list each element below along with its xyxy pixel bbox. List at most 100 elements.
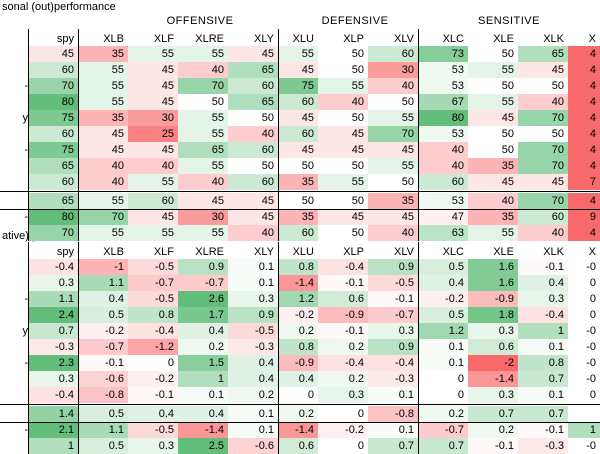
table-cell[interactable]: -0 — [568, 259, 600, 275]
table-cell[interactable]: 45 — [178, 193, 228, 209]
table-cell[interactable]: 55 — [178, 46, 228, 62]
table-cell[interactable]: 60 — [228, 142, 278, 158]
column-header-xlre[interactable]: XLRE — [195, 33, 224, 45]
table-cell[interactable]: -0.1 — [518, 422, 568, 438]
table-cell[interactable]: 40 — [518, 94, 568, 110]
table-cell[interactable]: 0.2 — [468, 422, 518, 438]
column-header-xly[interactable]: XLY — [254, 33, 274, 45]
table-cell[interactable]: -0.4 — [28, 259, 78, 275]
table-cell[interactable]: 30 — [178, 209, 228, 225]
table-cell[interactable]: -0.1 — [78, 355, 128, 371]
table-cell[interactable]: -0.3 — [368, 371, 418, 387]
table-cell[interactable]: -1.4 — [278, 422, 318, 438]
column-header-spy[interactable]: spy — [56, 33, 74, 45]
table-cell[interactable] — [568, 406, 600, 422]
table-cell[interactable]: 35 — [468, 209, 518, 225]
table-cell[interactable]: 4 — [568, 225, 600, 241]
table-cell[interactable]: 0.4 — [78, 291, 128, 307]
table-cell[interactable]: 0.2 — [278, 406, 318, 422]
table-cell[interactable]: 0.9 — [368, 259, 418, 275]
table-cell[interactable]: 40 — [78, 158, 128, 174]
table-cell[interactable]: 40 — [318, 94, 368, 110]
table-cell[interactable]: 0.1 — [178, 387, 228, 403]
table-cell[interactable]: -0 — [568, 371, 600, 387]
table-cell[interactable]: 53 — [418, 193, 468, 209]
column-header-xlv[interactable]: XLV — [394, 246, 414, 258]
table-cell[interactable]: 45 — [278, 110, 318, 126]
table-cell[interactable]: 70 — [28, 225, 78, 241]
table-cell[interactable]: 45 — [78, 142, 128, 158]
table-cell[interactable]: 60 — [228, 78, 278, 94]
table-cell[interactable]: 0.3 — [28, 371, 78, 387]
table-cell[interactable]: -0.7 — [128, 275, 178, 291]
table-cell[interactable]: 45 — [28, 46, 78, 62]
table-cell[interactable]: 0.1 — [368, 422, 418, 438]
table-cell[interactable]: 80 — [28, 94, 78, 110]
table-cell[interactable]: 0.7 — [418, 438, 468, 454]
table-cell[interactable]: 55 — [468, 62, 518, 78]
table-cell[interactable]: -0.5 — [128, 291, 178, 307]
table-cell[interactable]: 0.1 — [368, 387, 418, 403]
table-cell[interactable]: -0.2 — [418, 291, 468, 307]
table-cell[interactable]: 0.8 — [128, 307, 178, 323]
table-cell[interactable]: 60 — [128, 193, 178, 209]
table-cell[interactable]: 45 — [228, 46, 278, 62]
table-cell[interactable]: 0 — [568, 291, 600, 307]
table-cell[interactable]: -0.2 — [128, 371, 178, 387]
table-cell[interactable]: 0.2 — [178, 339, 228, 355]
table-cell[interactable]: 73 — [418, 46, 468, 62]
column-header-xlk[interactable]: XLK — [543, 33, 564, 45]
table-cell[interactable]: 55 — [318, 78, 368, 94]
table-cell[interactable]: 70 — [28, 78, 78, 94]
table-cell[interactable]: 50 — [318, 46, 368, 62]
table-cell[interactable]: 4 — [568, 126, 600, 142]
table-cell[interactable]: -1.4 — [278, 275, 318, 291]
table-cell[interactable]: 55 — [468, 225, 518, 241]
table-cell[interactable]: 0 — [128, 355, 178, 371]
table-cell[interactable]: 0 — [568, 275, 600, 291]
table-cell[interactable]: -0.6 — [78, 371, 128, 387]
table-cell[interactable]: 0.3 — [468, 387, 518, 403]
table-cell[interactable]: 0.3 — [318, 387, 368, 403]
table-cell[interactable]: 1.2 — [418, 323, 468, 339]
table-cell[interactable]: 70 — [518, 158, 568, 174]
table-cell[interactable]: 40 — [178, 62, 228, 78]
table-cell[interactable]: 50 — [178, 94, 228, 110]
table-cell[interactable]: 0 — [278, 387, 318, 403]
table-cell[interactable]: -0.4 — [28, 387, 78, 403]
table-cell[interactable]: 50 — [518, 78, 568, 94]
table-cell[interactable]: 40 — [518, 225, 568, 241]
table-cell[interactable]: 45 — [228, 193, 278, 209]
table-cell[interactable]: -0 — [568, 323, 600, 339]
table-cell[interactable]: 55 — [78, 62, 128, 78]
table-cell[interactable]: 45 — [318, 142, 368, 158]
table-cell[interactable]: 50 — [368, 94, 418, 110]
table-cell[interactable]: 60 — [228, 174, 278, 190]
table-cell[interactable]: 65 — [228, 94, 278, 110]
table-cell[interactable]: 40 — [468, 193, 518, 209]
table-cell[interactable]: 0.7 — [518, 371, 568, 387]
table-cell[interactable]: 80 — [418, 110, 468, 126]
table-cell[interactable]: 0.3 — [128, 438, 178, 454]
table-cell[interactable]: 4 — [568, 193, 600, 209]
table-cell[interactable]: 0 — [318, 406, 368, 422]
table-cell[interactable]: 65 — [28, 193, 78, 209]
table-cell[interactable]: 4 — [568, 110, 600, 126]
table-cell[interactable]: 0.5 — [78, 438, 128, 454]
table-cell[interactable]: 40 — [228, 126, 278, 142]
table-cell[interactable]: 45 — [128, 78, 178, 94]
table-cell[interactable]: 0.2 — [418, 406, 468, 422]
table-cell[interactable]: 0.1 — [418, 355, 468, 371]
table-cell[interactable]: 1.8 — [468, 307, 518, 323]
table-cell[interactable]: 0.4 — [418, 275, 468, 291]
table-cell[interactable]: 0.5 — [418, 307, 468, 323]
table-cell[interactable]: -1 — [78, 259, 128, 275]
table-cell[interactable]: 53 — [418, 78, 468, 94]
table-cell[interactable]: 55 — [368, 110, 418, 126]
table-cell[interactable]: 35 — [78, 46, 128, 62]
table-cell[interactable]: 2.6 — [178, 291, 228, 307]
table-cell[interactable]: 65 — [28, 158, 78, 174]
table-cell[interactable]: 50 — [468, 78, 518, 94]
table-cell[interactable]: 40 — [178, 174, 228, 190]
table-cell[interactable]: 0.1 — [228, 406, 278, 422]
